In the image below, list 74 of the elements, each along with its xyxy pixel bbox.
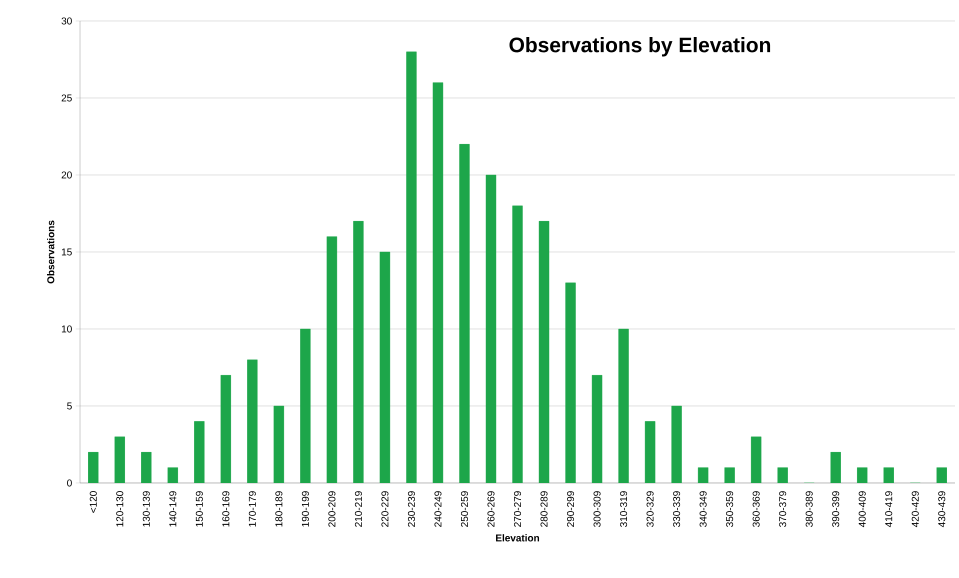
x-tick-label: 220-229 — [381, 491, 388, 527]
x-tick-label: 370-379 — [779, 491, 786, 527]
bar — [512, 206, 523, 483]
x-tick-label: 270-279 — [514, 491, 522, 527]
x-tick-label: 380-389 — [806, 491, 813, 527]
x-tick-label: 250-259 — [460, 491, 468, 527]
y-tick-label: 10 — [62, 325, 72, 333]
bar — [884, 467, 894, 483]
bar — [141, 452, 152, 483]
x-tick-label: 240-249 — [434, 491, 442, 527]
bar — [936, 467, 947, 483]
x-tick-label: 170-179 — [248, 491, 256, 527]
y-tick-label: 30 — [62, 17, 72, 25]
x-tick-label: 150-159 — [196, 491, 203, 527]
x-tick-label: 130-139 — [142, 491, 150, 527]
bar — [857, 467, 868, 483]
bar — [88, 452, 98, 483]
x-tick-label: 230-239 — [408, 491, 415, 527]
bar — [432, 82, 444, 483]
y-axis-title: Observations — [47, 220, 54, 284]
bar — [565, 282, 576, 483]
text: Observations by Elevation — [509, 37, 770, 57]
x-tick-label: 430-439 — [938, 491, 946, 528]
bar — [459, 144, 470, 483]
x-tick-label: 290-299 — [567, 491, 574, 527]
bar — [671, 406, 682, 483]
x-tick-label: 350-359 — [726, 491, 734, 527]
x-tick-label: 280-289 — [540, 491, 548, 527]
x-tick-label: 390-399 — [832, 491, 840, 527]
bar — [777, 467, 788, 483]
bar — [247, 360, 258, 483]
bar — [724, 467, 735, 483]
x-axis-title: Elevation — [496, 534, 540, 542]
x-tick-label: 340-349 — [700, 491, 707, 527]
bar — [618, 328, 629, 483]
bar — [644, 421, 656, 483]
bar — [380, 252, 390, 483]
bar — [538, 220, 550, 483]
bar — [353, 220, 364, 483]
bar — [406, 52, 417, 483]
x-tick-label: 300-309 — [594, 491, 601, 527]
y-tick-label: 25 — [62, 94, 72, 102]
y-tick-label: 20 — [62, 171, 72, 179]
x-tick-label: 360-369 — [752, 491, 760, 527]
x-tick-label: 140-149 — [169, 491, 176, 527]
bar — [326, 236, 338, 483]
x-tick-label: 410-419 — [885, 491, 892, 528]
bar — [114, 436, 125, 483]
bar — [698, 467, 708, 483]
x-tick-label: 260-269 — [487, 491, 495, 527]
x-tick-label: 310-319 — [620, 491, 628, 527]
x-tick-label: 160-169 — [222, 491, 230, 527]
x-tick-label: <120 — [90, 491, 97, 513]
bar — [830, 452, 841, 483]
x-tick-label: 330-339 — [673, 491, 680, 527]
x-tick-label: 120-130 — [116, 491, 124, 527]
y-tick-label: 0 — [67, 479, 72, 487]
bar — [750, 436, 762, 483]
x-tick-label: 180-189 — [275, 491, 282, 527]
bar — [194, 421, 205, 483]
x-tick-label: 320-329 — [646, 491, 654, 527]
x-tick-label: 210-219 — [354, 491, 362, 527]
bar — [300, 328, 311, 483]
x-tick-label: 400-409 — [858, 491, 866, 528]
y-tick-label: 15 — [62, 248, 72, 256]
x-tick-label: 200-209 — [328, 491, 336, 527]
x-tick-label: 420-429 — [912, 491, 919, 528]
bar — [274, 406, 284, 483]
bar — [592, 374, 602, 483]
y-tick-label: 5 — [67, 402, 72, 410]
bar — [486, 174, 496, 483]
bar — [168, 467, 178, 483]
x-tick-label: 190-199 — [302, 491, 309, 527]
bar — [220, 374, 232, 483]
